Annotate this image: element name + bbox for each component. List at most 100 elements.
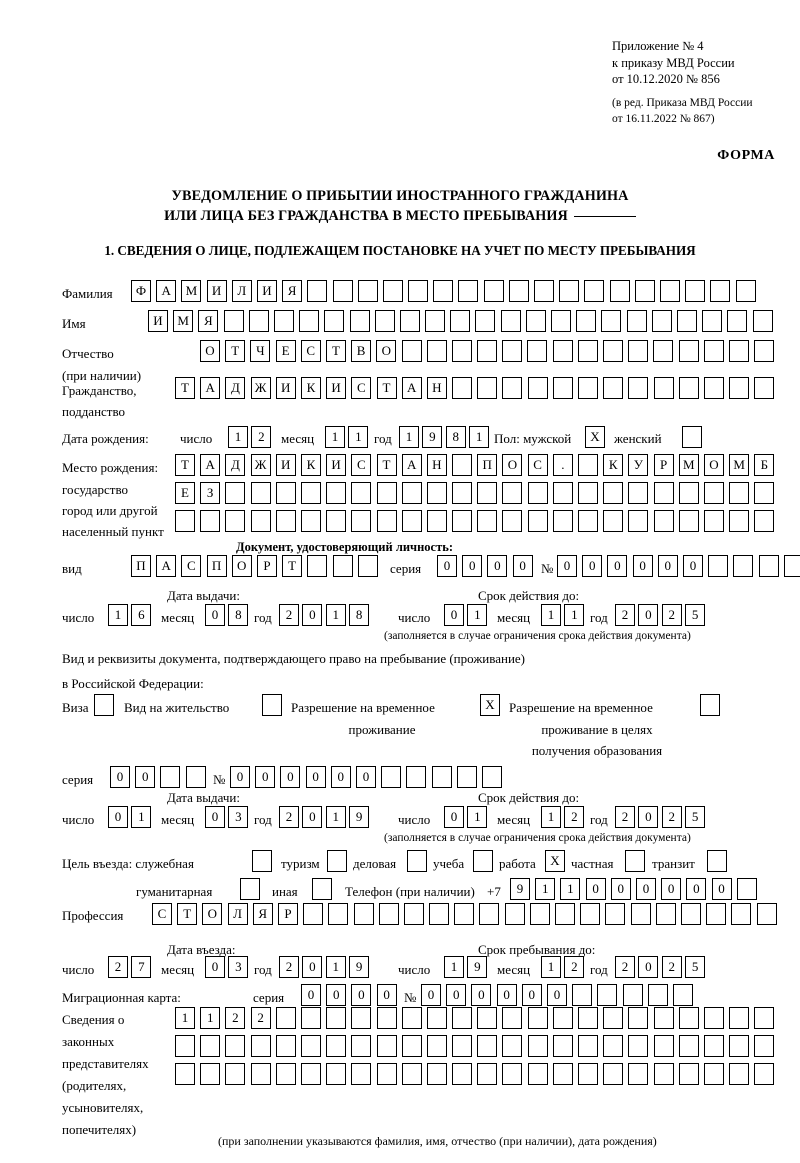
form-cell[interactable]: А (200, 454, 221, 476)
form-cell[interactable]: 0 (280, 766, 301, 788)
form-cell[interactable]: 2 (251, 426, 272, 448)
form-cell[interactable]: 2 (279, 604, 299, 626)
form-cell[interactable]: 0 (355, 766, 376, 788)
form-cell[interactable] (502, 1035, 523, 1057)
form-cell[interactable] (703, 510, 724, 532)
form-cell[interactable]: 0 (302, 956, 323, 978)
form-cell[interactable]: 1 (541, 806, 561, 828)
form-cell[interactable]: 1 (469, 426, 490, 448)
form-cell[interactable]: Ж (250, 454, 271, 476)
form-cell[interactable]: Ж (250, 377, 271, 399)
form-cell[interactable]: 0 (444, 604, 464, 626)
form-cell[interactable]: 9 (422, 426, 443, 448)
form-cell[interactable]: Т (376, 454, 397, 476)
form-cell[interactable]: Л (227, 903, 248, 925)
form-cell[interactable]: К (300, 454, 321, 476)
form-cell[interactable] (733, 555, 754, 577)
form-cell[interactable] (175, 1063, 195, 1085)
form-cell[interactable] (653, 1007, 674, 1029)
form-cell[interactable] (552, 510, 573, 532)
form-cell[interactable]: 1 (325, 956, 346, 978)
form-cell[interactable] (452, 510, 473, 532)
form-cell[interactable] (403, 903, 424, 925)
form-cell[interactable] (577, 340, 598, 362)
form-cell[interactable] (508, 280, 529, 302)
form-cell[interactable]: 0 (585, 878, 606, 900)
form-cell[interactable]: 1 (535, 878, 556, 900)
form-cell[interactable] (727, 310, 748, 332)
form-cell[interactable]: 0 (302, 604, 323, 626)
form-cell[interactable]: И (206, 280, 227, 302)
form-cell[interactable]: Е (275, 340, 296, 362)
form-cell[interactable]: 0 (351, 984, 372, 1006)
form-cell[interactable]: 0 (376, 984, 397, 1006)
form-cell[interactable] (655, 903, 676, 925)
form-cell[interactable] (250, 1035, 271, 1057)
form-cell[interactable]: 0 (437, 555, 457, 577)
form-cell[interactable]: 1 (325, 426, 345, 448)
form-cell[interactable]: И (326, 454, 347, 476)
form-cell[interactable]: 0 (638, 956, 659, 978)
form-cell[interactable] (603, 510, 624, 532)
form-cell[interactable] (605, 903, 626, 925)
form-cell[interactable]: 0 (326, 984, 347, 1006)
form-cell[interactable]: 0 (512, 555, 533, 577)
form-cell[interactable]: 0 (444, 806, 464, 828)
form-cell[interactable]: 1 (228, 426, 248, 448)
form-cell[interactable] (273, 310, 294, 332)
form-cell[interactable] (401, 340, 422, 362)
form-cell[interactable] (351, 1035, 372, 1057)
purpose-private-checkbox[interactable] (625, 850, 645, 872)
form-cell[interactable] (754, 1063, 775, 1085)
form-cell[interactable] (502, 482, 523, 504)
form-cell[interactable]: Н (426, 454, 447, 476)
form-cell[interactable] (452, 1035, 473, 1057)
form-cell[interactable]: 5 (685, 956, 706, 978)
form-cell[interactable] (527, 1035, 548, 1057)
form-cell[interactable] (481, 766, 502, 788)
form-cell[interactable]: 0 (421, 984, 441, 1006)
form-cell[interactable]: О (231, 555, 252, 577)
form-cell[interactable] (703, 482, 724, 504)
form-cell[interactable] (603, 377, 624, 399)
form-cell[interactable] (628, 1007, 649, 1029)
form-cell[interactable] (477, 340, 498, 362)
form-cell[interactable]: 1 (200, 1007, 221, 1029)
form-cell[interactable]: 3 (228, 956, 249, 978)
purpose-humanitarian-checkbox[interactable] (240, 878, 260, 900)
form-cell[interactable]: 0 (496, 984, 517, 1006)
visa-checkbox[interactable] (94, 694, 114, 716)
form-cell[interactable]: 2 (615, 604, 635, 626)
form-cell[interactable] (351, 510, 372, 532)
form-cell[interactable] (250, 1063, 271, 1085)
form-cell[interactable] (678, 377, 699, 399)
form-cell[interactable] (552, 377, 573, 399)
form-cell[interactable] (552, 1007, 573, 1029)
form-cell[interactable]: 0 (635, 878, 656, 900)
form-cell[interactable] (429, 903, 450, 925)
form-cell[interactable] (659, 280, 680, 302)
form-cell[interactable]: А (156, 555, 177, 577)
form-cell[interactable]: Р (653, 454, 674, 476)
form-cell[interactable] (250, 510, 271, 532)
form-cell[interactable]: 8 (228, 604, 249, 626)
form-cell[interactable]: 0 (446, 984, 467, 1006)
form-cell[interactable]: 2 (615, 806, 635, 828)
form-cell[interactable] (754, 1007, 775, 1029)
form-cell[interactable]: 1 (131, 806, 152, 828)
form-cell[interactable] (653, 1035, 674, 1057)
form-cell[interactable] (729, 482, 750, 504)
form-cell[interactable]: 0 (205, 604, 225, 626)
form-cell[interactable] (703, 340, 724, 362)
form-cell[interactable] (729, 377, 750, 399)
form-cell[interactable]: 5 (685, 604, 706, 626)
form-cell[interactable] (200, 510, 221, 532)
form-cell[interactable] (502, 340, 523, 362)
form-cell[interactable] (374, 310, 395, 332)
